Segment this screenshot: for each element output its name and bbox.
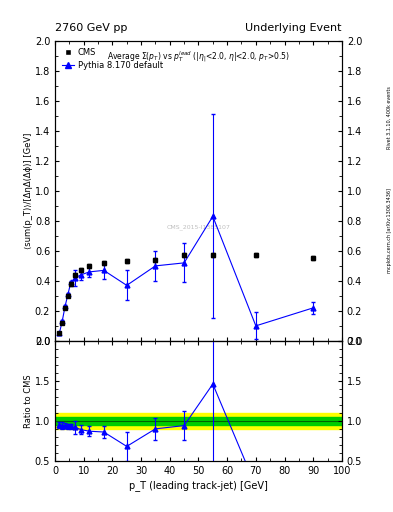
Text: CMS_2015-I1385107: CMS_2015-I1385107 xyxy=(167,224,230,230)
Text: Rivet 3.1.10, 400k events: Rivet 3.1.10, 400k events xyxy=(387,87,391,149)
Y-axis label: ⟨sum(p_T)⟩/[ΔηΔ(Δϕ)] [GeV]: ⟨sum(p_T)⟩/[ΔηΔ(Δϕ)] [GeV] xyxy=(24,133,33,249)
Legend: CMS, Pythia 8.170 default: CMS, Pythia 8.170 default xyxy=(59,45,165,72)
X-axis label: p_T (leading track-jet) [GeV]: p_T (leading track-jet) [GeV] xyxy=(129,480,268,490)
Y-axis label: Ratio to CMS: Ratio to CMS xyxy=(24,374,33,428)
Text: mcplots.cern.ch [arXiv:1306.3436]: mcplots.cern.ch [arXiv:1306.3436] xyxy=(387,188,391,273)
Bar xyxy=(55,417,342,425)
Bar xyxy=(55,413,342,429)
Text: Average $\Sigma(p_T)$ vs $p_T^{lead}$ ($|\eta_|$<2.0, $\eta|$<2.0, $p_T$>0.5): Average $\Sigma(p_T)$ vs $p_T^{lead}$ ($… xyxy=(107,50,290,66)
Text: 2760 GeV pp: 2760 GeV pp xyxy=(55,23,127,33)
Text: Underlying Event: Underlying Event xyxy=(245,23,342,33)
